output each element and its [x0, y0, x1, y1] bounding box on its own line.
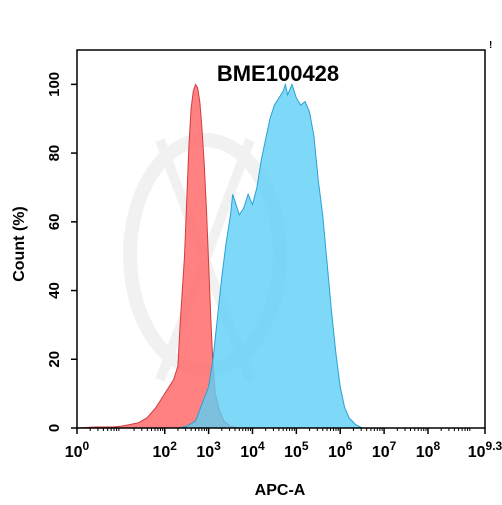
y-tick-label: 0 [46, 424, 63, 432]
y-tick-label: 40 [46, 282, 63, 299]
x-tick-label: 108 [416, 439, 441, 461]
series-area-2 [177, 82, 363, 429]
x-tick-label: 102 [152, 439, 177, 461]
plot-area [76, 82, 363, 429]
x-tick-label: 106 [328, 439, 353, 461]
y-tick-label: 60 [46, 213, 63, 230]
x-tick-label: 105 [284, 439, 309, 461]
x-axis-label: APC-A [255, 482, 306, 499]
plot-frame [76, 49, 486, 429]
x-tick-label: 104 [240, 439, 265, 461]
corner-mark: ! [489, 40, 492, 51]
y-axis-label: Count (%) [11, 206, 28, 282]
y-tick-label: 20 [46, 351, 63, 368]
x-tick-label: 109.3 [468, 439, 502, 461]
y-tick-label: 80 [46, 145, 63, 162]
x-tick-label: 107 [372, 439, 397, 461]
x-tick-label: 100 [65, 439, 90, 461]
y-tick-label: 100 [46, 72, 63, 97]
x-tick-label: 103 [196, 439, 221, 461]
chart-title: BME100428 [217, 61, 339, 86]
